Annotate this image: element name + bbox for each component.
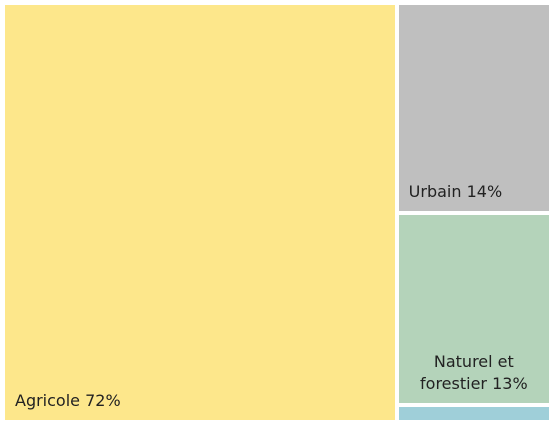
category-name: Eau	[409, 407, 439, 410]
tile: Agricole 72%	[5, 5, 395, 420]
value-label: 1%	[444, 407, 469, 410]
category-name: Urbain	[408, 181, 462, 201]
tile-label: Eau 1%	[399, 407, 480, 420]
value-label: 72%	[85, 391, 121, 410]
value-label: 14%	[466, 181, 503, 201]
tile: Eau 1%	[398, 407, 549, 420]
tile-label: Naturel et forestier 13%	[399, 351, 549, 403]
tile-label: Agricole 72%	[5, 390, 131, 420]
category-name: Agricole	[15, 391, 80, 410]
category-name: Naturel et forestier	[420, 352, 514, 394]
value-label: 13%	[492, 374, 528, 394]
tile: Urbain 14%	[398, 5, 549, 211]
tile-label: Urbain 14%	[399, 181, 513, 211]
tile: Naturel et forestier 13%	[398, 214, 549, 404]
